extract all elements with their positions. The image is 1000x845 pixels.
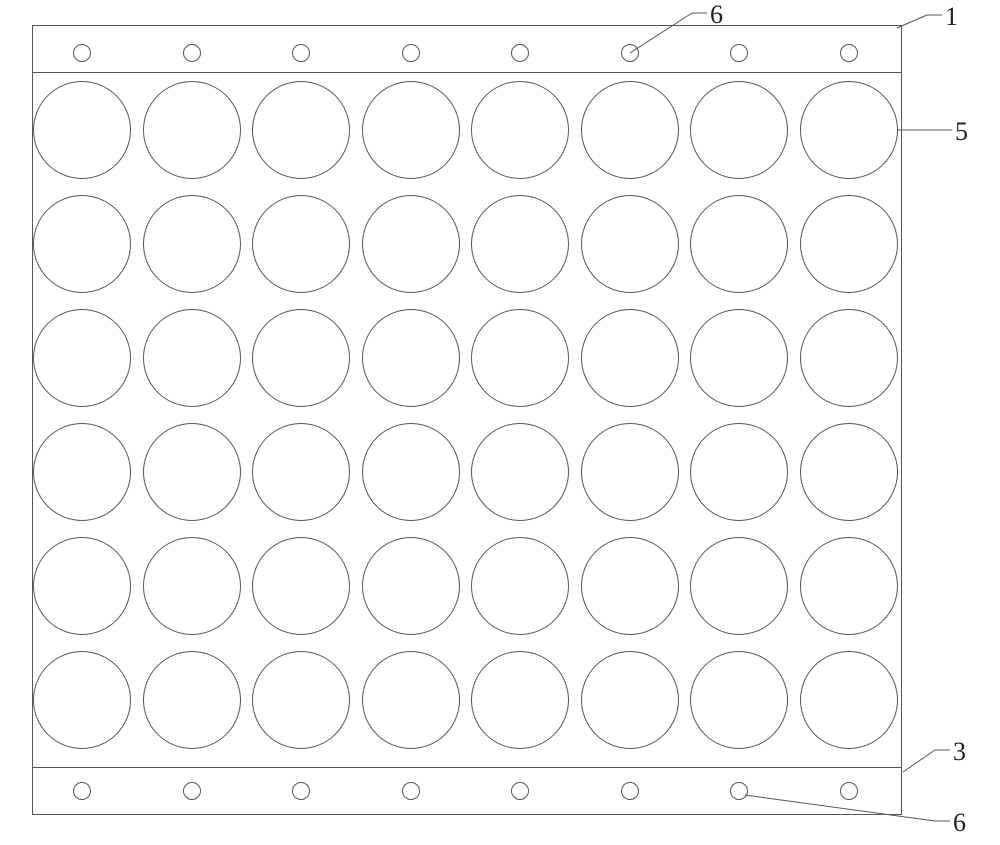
large-hole bbox=[800, 423, 898, 521]
top-strip bbox=[32, 25, 902, 73]
large-hole bbox=[690, 195, 788, 293]
large-hole bbox=[581, 309, 679, 407]
large-hole bbox=[252, 309, 350, 407]
large-hole bbox=[800, 195, 898, 293]
small-hole bbox=[621, 44, 639, 62]
small-hole bbox=[511, 782, 529, 800]
callout-label-3: 3 bbox=[953, 737, 966, 767]
small-hole bbox=[402, 782, 420, 800]
large-hole bbox=[362, 651, 460, 749]
small-hole bbox=[183, 782, 201, 800]
large-hole bbox=[143, 537, 241, 635]
large-hole bbox=[581, 423, 679, 521]
large-hole bbox=[471, 537, 569, 635]
small-hole bbox=[183, 44, 201, 62]
small-hole bbox=[621, 782, 639, 800]
large-hole bbox=[471, 195, 569, 293]
large-hole bbox=[800, 651, 898, 749]
large-hole bbox=[252, 423, 350, 521]
small-hole bbox=[292, 44, 310, 62]
small-hole bbox=[511, 44, 529, 62]
large-hole bbox=[690, 423, 788, 521]
large-hole bbox=[471, 309, 569, 407]
large-hole bbox=[252, 651, 350, 749]
large-hole bbox=[800, 537, 898, 635]
large-hole bbox=[800, 81, 898, 179]
large-hole bbox=[252, 81, 350, 179]
large-hole bbox=[143, 423, 241, 521]
large-hole bbox=[690, 309, 788, 407]
small-hole bbox=[73, 44, 91, 62]
large-hole bbox=[800, 309, 898, 407]
callout-label-6-top: 6 bbox=[710, 0, 723, 30]
small-hole bbox=[730, 44, 748, 62]
large-hole bbox=[690, 651, 788, 749]
large-hole bbox=[471, 651, 569, 749]
callout-label-6-bottom: 6 bbox=[953, 808, 966, 838]
small-hole bbox=[840, 782, 858, 800]
large-hole bbox=[471, 81, 569, 179]
small-hole bbox=[730, 782, 748, 800]
small-hole bbox=[840, 44, 858, 62]
large-hole bbox=[33, 537, 131, 635]
small-hole bbox=[402, 44, 420, 62]
callout-label-1: 1 bbox=[945, 2, 958, 32]
large-hole bbox=[33, 309, 131, 407]
large-hole bbox=[143, 651, 241, 749]
large-hole bbox=[471, 423, 569, 521]
large-hole bbox=[362, 195, 460, 293]
large-hole bbox=[252, 537, 350, 635]
large-hole bbox=[143, 195, 241, 293]
large-hole bbox=[690, 81, 788, 179]
large-hole bbox=[252, 195, 350, 293]
callout-label-5: 5 bbox=[955, 117, 968, 147]
large-hole bbox=[362, 537, 460, 635]
large-hole bbox=[143, 81, 241, 179]
small-hole bbox=[73, 782, 91, 800]
large-hole bbox=[33, 651, 131, 749]
large-hole bbox=[581, 537, 679, 635]
large-hole bbox=[33, 195, 131, 293]
large-hole bbox=[143, 309, 241, 407]
small-hole bbox=[292, 782, 310, 800]
large-hole bbox=[581, 195, 679, 293]
large-hole bbox=[33, 81, 131, 179]
large-hole bbox=[581, 81, 679, 179]
large-hole bbox=[33, 423, 131, 521]
large-hole bbox=[362, 423, 460, 521]
large-hole bbox=[362, 81, 460, 179]
bottom-strip bbox=[32, 767, 902, 815]
large-hole bbox=[362, 309, 460, 407]
large-hole bbox=[581, 651, 679, 749]
large-hole bbox=[690, 537, 788, 635]
